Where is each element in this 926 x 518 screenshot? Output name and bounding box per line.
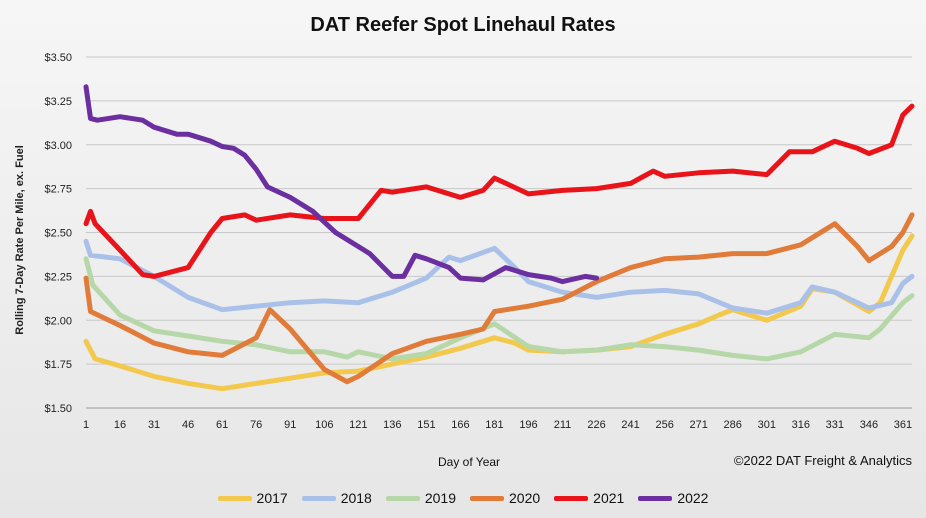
x-tick-label: 46 [182,419,194,431]
x-tick-label: 91 [284,419,296,431]
y-tick-label: $2.75 [44,184,72,196]
legend-swatch [638,495,673,501]
legend-label: 2017 [256,490,288,506]
gridlines [86,56,912,409]
x-tick-label: 361 [894,419,912,431]
legend-label: 2020 [509,490,541,506]
y-tick-label: $2.25 [44,271,72,283]
series-line-2021 [83,103,915,279]
x-tick-label: 331 [826,419,844,431]
x-tick-label: 181 [485,419,503,431]
legend-swatch [385,495,420,501]
legend-item-2022: 2022 [638,490,708,506]
x-axis-label: Day of Year [438,455,501,469]
x-tick-label: 196 [519,419,537,431]
legend-label: 2018 [340,490,372,506]
legend-item-2020: 2020 [470,490,540,506]
x-tick-label: 241 [621,419,639,431]
series-lines [83,84,915,392]
y-tick-label: $3.25 [44,96,72,108]
x-tick-label: 121 [349,419,367,431]
y-tick-label: $3.00 [44,140,72,152]
y-tick-label: $2.00 [44,315,72,327]
x-tick-label: 76 [250,419,262,431]
x-tick-label: 286 [724,419,742,431]
series-line-2020 [83,212,915,385]
legend-swatch [301,495,336,501]
x-tick-label: 31 [148,419,160,431]
series-line-2018 [83,238,915,316]
x-tick-label: 226 [587,419,605,431]
x-tick-labels: 1 16 31 46 61 76 91 106 121 136 151 166 181 196 211 226… [83,419,912,431]
copyright-credit: ©2022 DAT Freight & Analytics [733,453,912,468]
series-line-2022 [83,84,600,285]
legend-label: 2021 [593,490,625,506]
legend-item-2021: 2021 [554,490,624,506]
y-tick-label: $1.75 [44,359,72,371]
legend-swatch [470,495,504,501]
x-tick-label: 151 [417,419,435,431]
series-line-2019 [83,256,915,362]
x-tick-label: 301 [758,419,776,431]
chart-title: DAT Reefer Spot Linehaul Rates [310,14,616,36]
legend-swatch [217,495,252,501]
x-tick-label: 106 [315,419,333,431]
legend-label: 2019 [424,490,456,506]
x-tick-label: 271 [690,419,708,431]
y-tick-label: $3.50 [44,52,72,64]
x-tick-label: 136 [383,419,401,431]
legend-label: 2022 [677,490,709,506]
x-tick-label: 166 [451,419,469,431]
x-tick-label: 256 [655,419,673,431]
x-tick-label: 61 [216,419,228,431]
x-tick-label: 316 [792,419,810,431]
legend: 2017 2018 2019 2020 2021 2022 [0,490,926,506]
legend-item-2017: 2017 [217,490,288,506]
x-tick-label: 1 [83,419,89,431]
legend-item-2019: 2019 [385,490,456,506]
x-tick-label: 211 [554,419,572,431]
x-tick-label: 346 [860,419,878,431]
legend-swatch [554,495,589,501]
y-tick-labels: $1.50 $1.75 $2.00 $2.25 $2.50 $2.75 $3.00 $3.25… [44,52,72,415]
y-tick-label: $2.50 [44,228,72,240]
legend-item-2018: 2018 [301,490,372,506]
y-tick-label: $1.50 [44,403,72,415]
x-tick-label: 16 [114,419,126,431]
